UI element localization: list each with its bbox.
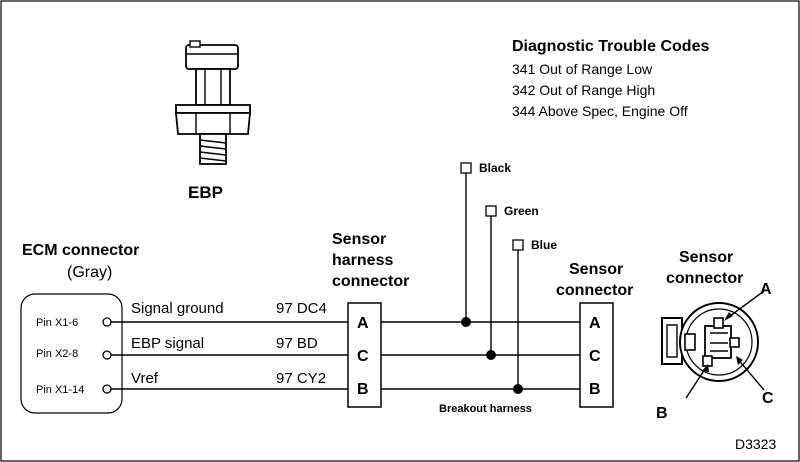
- circuit-signal-label: EBP signal: [131, 335, 204, 352]
- splice-dot: [461, 317, 471, 327]
- ecm-pin-terminal: [102, 317, 112, 327]
- splice-dot: [513, 384, 523, 394]
- sensor-connector-title: Sensor: [569, 261, 623, 278]
- pin-callout-label: B: [656, 405, 668, 422]
- harness-connector-title: harness: [332, 252, 393, 269]
- harness-connector-body: [347, 302, 382, 408]
- sensor-pin-letter: C: [589, 348, 601, 365]
- sensor-connector-end-view: [661, 302, 759, 382]
- sensor-pin-letter: B: [589, 381, 601, 398]
- dtc-code: 341 Out of Range Low: [512, 61, 653, 77]
- circuit-wire-label: 97 DC4: [276, 300, 327, 317]
- pin-callout-a: [725, 290, 765, 320]
- dtc-title: Diagnostic Trouble Codes: [512, 38, 709, 55]
- breakout-lead-label: Green: [504, 204, 539, 218]
- harness-pin-letter: B: [357, 381, 369, 398]
- ecm-pin-terminal: [102, 350, 112, 360]
- sensor-connector-title: connector: [556, 282, 633, 299]
- harness-pin-letter: C: [357, 348, 369, 365]
- ecm-pin-terminal: [102, 384, 112, 394]
- breakout-lead-terminal: [460, 162, 472, 174]
- sensor-connector-body: [579, 302, 614, 408]
- ecm-title: ECM connector: [22, 242, 139, 259]
- breakout-lead-terminal: [485, 205, 497, 217]
- ebp-sensor-icon: [175, 40, 251, 165]
- harness-connector-title: connector: [332, 273, 409, 290]
- arrowhead: [736, 356, 743, 365]
- breakout-lead-terminal: [512, 239, 524, 251]
- sensor-end-view-title: Sensor: [679, 249, 733, 266]
- splice-dot: [486, 350, 496, 360]
- circuit-signal-label: Signal ground: [131, 300, 224, 317]
- sensor-end-view-title: connector: [666, 270, 743, 287]
- harness-pin-letter: A: [357, 315, 369, 332]
- dtc-code: 344 Above Spec, Engine Off: [512, 103, 688, 119]
- ecm-subtitle: (Gray): [67, 264, 112, 281]
- sensor-pin-letter: A: [589, 315, 601, 332]
- ecm-pin-label: Pin X1-14: [36, 384, 84, 396]
- harness-connector-title: Sensor: [332, 231, 386, 248]
- ebp-label: EBP: [188, 183, 223, 202]
- ecm-pin-label: Pin X1-6: [36, 317, 78, 329]
- arrowhead: [702, 364, 709, 372]
- circuit-signal-label: Vref: [131, 370, 159, 387]
- pin-callout-label: C: [762, 390, 774, 407]
- ecm-pin-label: Pin X2-8: [36, 348, 78, 360]
- breakout-lead-label: Black: [479, 161, 511, 175]
- pin-callout-c: [736, 357, 765, 391]
- pin-callout-label: A: [760, 281, 772, 298]
- dtc-block: Diagnostic Trouble Codes 341 Out of Rang…: [512, 38, 709, 119]
- arrowhead: [724, 312, 733, 321]
- pin-callout-b: [685, 365, 708, 399]
- dtc-code: 342 Out of Range High: [512, 82, 655, 98]
- ecm-connector-body: [20, 293, 123, 414]
- circuit-wire-label: 97 BD: [276, 335, 318, 352]
- figure-id: D3323: [735, 436, 776, 452]
- breakout-lead-label: Blue: [531, 238, 557, 252]
- circuit-wire-label: 97 CY2: [276, 370, 326, 387]
- breakout-harness-label: Breakout harness: [439, 403, 532, 415]
